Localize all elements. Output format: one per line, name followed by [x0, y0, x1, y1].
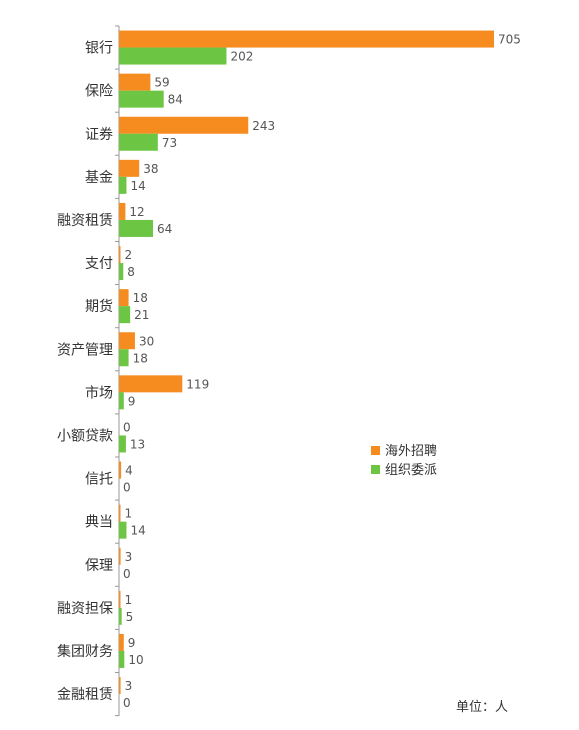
bar-dispatch [119, 47, 227, 65]
unit-label: 单位：人 [456, 700, 508, 715]
data-label-dispatch: 73 [162, 136, 177, 150]
data-label-overseas: 3 [125, 550, 133, 564]
legend-label-overseas: 海外招聘 [385, 444, 437, 459]
category-label: 典当 [85, 515, 113, 531]
data-label-overseas: 705 [498, 33, 521, 47]
data-label-dispatch: 14 [130, 524, 145, 538]
legend-label-dispatch: 组织委派 [385, 463, 437, 478]
bar-overseas [119, 30, 494, 48]
bar-dispatch [119, 349, 129, 367]
data-label-dispatch: 202 [230, 50, 253, 64]
data-label-dispatch: 0 [123, 567, 131, 581]
bar-overseas [119, 677, 121, 695]
category-label: 融资租赁 [57, 213, 113, 229]
data-label-dispatch: 0 [123, 481, 131, 495]
bar-overseas [119, 246, 121, 264]
bar-overseas [119, 116, 249, 134]
legend: 海外招聘 组织委派 [371, 444, 437, 478]
category-label: 金融租赁 [57, 687, 113, 703]
bar-dispatch [119, 90, 164, 108]
bar-overseas [119, 590, 121, 608]
category-label: 小额贷款 [57, 428, 113, 444]
data-label-overseas: 2 [125, 248, 133, 262]
bar-overseas [119, 289, 129, 307]
data-label-dispatch: 0 [123, 696, 131, 710]
bar-overseas [119, 547, 121, 565]
legend-swatch-dispatch [371, 465, 380, 474]
data-label-overseas: 1 [125, 593, 133, 607]
bar-overseas [119, 159, 140, 177]
bar-overseas [119, 202, 126, 220]
data-label-dispatch: 5 [126, 610, 134, 624]
bar-dispatch [119, 176, 127, 194]
data-label-overseas: 4 [125, 464, 133, 478]
data-label-overseas: 38 [143, 162, 158, 176]
legend-swatch-overseas [371, 446, 380, 455]
bar-dispatch [119, 607, 122, 625]
category-label: 证券 [85, 127, 113, 143]
data-label-dispatch: 10 [128, 653, 143, 667]
category-label: 集团财务 [57, 643, 113, 660]
category-label: 资产管理 [57, 342, 113, 358]
data-label-dispatch: 21 [134, 308, 149, 322]
bar-dispatch [119, 650, 125, 668]
bar-dispatch [119, 306, 131, 324]
category-label: 银行 [85, 41, 113, 57]
data-label-overseas: 59 [154, 76, 169, 90]
category-label: 信托 [85, 472, 113, 488]
bar-overseas [119, 461, 122, 479]
bar-overseas [119, 73, 151, 91]
category-label: 保险 [85, 84, 113, 100]
data-label-dispatch: 13 [130, 437, 145, 451]
category-label: 市场 [85, 384, 113, 401]
data-label-dispatch: 18 [133, 351, 148, 365]
data-label-overseas: 12 [129, 205, 144, 219]
bar-overseas [119, 375, 183, 393]
category-label: 期货 [85, 298, 113, 315]
data-label-dispatch: 9 [128, 394, 136, 408]
data-label-overseas: 3 [125, 679, 133, 693]
data-label-overseas: 243 [252, 119, 275, 133]
data-label-dispatch: 8 [127, 265, 135, 279]
category-label: 支付 [85, 256, 113, 272]
data-label-overseas: 0 [123, 420, 131, 434]
data-label-overseas: 18 [133, 291, 148, 305]
bar-overseas [119, 633, 124, 651]
bar-dispatch [119, 263, 124, 281]
data-label-overseas: 119 [186, 377, 209, 391]
data-label-dispatch: 64 [157, 222, 172, 236]
category-label: 保理 [85, 558, 113, 574]
bar-overseas [119, 504, 121, 522]
bar-overseas [119, 332, 135, 350]
data-label-dispatch: 84 [168, 93, 183, 107]
bar-dispatch [119, 133, 158, 151]
category-label: 基金 [85, 169, 113, 186]
category-label: 融资担保 [57, 601, 113, 617]
bar-dispatch [119, 521, 127, 539]
data-label-overseas: 9 [128, 636, 136, 650]
data-label-dispatch: 14 [130, 179, 145, 193]
bar-dispatch [119, 219, 154, 237]
bar-dispatch [119, 392, 124, 410]
data-label-overseas: 30 [139, 334, 154, 348]
data-label-overseas: 1 [125, 507, 133, 521]
bar-dispatch [119, 435, 126, 453]
